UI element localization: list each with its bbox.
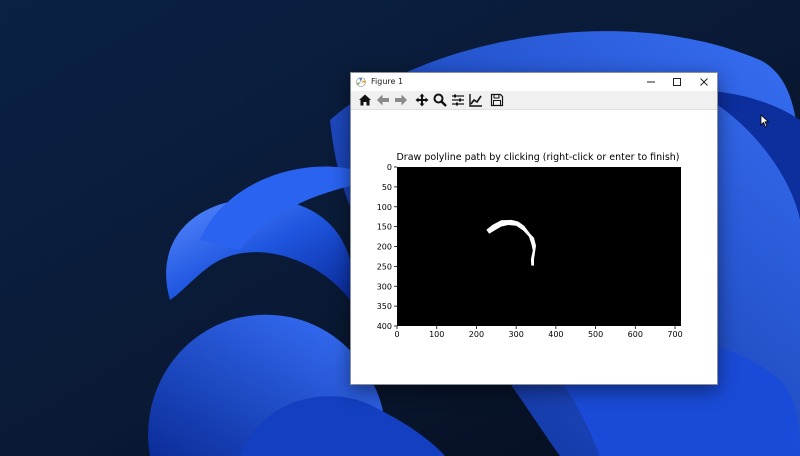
y-tick-label: 100: [377, 203, 392, 212]
pan-button[interactable]: [414, 92, 430, 108]
window-title: Figure 1: [371, 77, 404, 86]
y-axis: 0 50 100 150 200 250 300 350 400: [377, 163, 397, 331]
plot-area[interactable]: [397, 167, 681, 326]
edit-axis-icon: [469, 94, 482, 107]
x-axis: 0 100 200 300 400 500 600 700: [394, 326, 683, 339]
figure-window: Figure 1: [350, 72, 718, 385]
y-tick-label: 250: [377, 262, 392, 271]
minimize-icon: [647, 81, 655, 82]
y-tick-label: 300: [377, 282, 392, 291]
mouse-cursor: [760, 114, 770, 128]
zoom-icon: [433, 93, 447, 107]
close-icon: [700, 77, 708, 86]
forward-button[interactable]: [393, 92, 409, 108]
home-button[interactable]: [357, 92, 373, 108]
save-button[interactable]: [489, 92, 505, 108]
figure-canvas[interactable]: Draw polyline path by clicking (right-cl…: [351, 111, 717, 384]
title-bar[interactable]: Figure 1: [351, 73, 717, 90]
save-icon: [490, 93, 504, 107]
x-tick-label: 500: [588, 330, 603, 339]
configure-subplots-icon: [452, 94, 464, 106]
back-arrow-icon: [377, 94, 389, 106]
matplotlib-app-icon: [356, 76, 366, 87]
configure-subplots-button[interactable]: [450, 92, 466, 108]
chart-title: Draw polyline path by clicking (right-cl…: [396, 152, 679, 163]
minimize-button[interactable]: [638, 73, 664, 90]
pan-icon: [415, 93, 429, 107]
y-tick-label: 50: [382, 183, 392, 192]
edit-axis-button[interactable]: [468, 92, 484, 108]
x-tick-label: 100: [429, 330, 444, 339]
maximize-icon: [673, 77, 681, 86]
close-button[interactable]: [691, 73, 717, 90]
y-tick-label: 150: [377, 223, 392, 232]
navigation-toolbar: [351, 91, 717, 110]
zoom-button[interactable]: [432, 92, 448, 108]
x-tick-label: 600: [628, 330, 643, 339]
home-icon: [359, 94, 371, 106]
x-tick-label: 700: [667, 330, 682, 339]
x-tick-label: 0: [394, 330, 399, 339]
drawn-mask-region: [486, 219, 536, 266]
back-button[interactable]: [375, 92, 391, 108]
y-tick-label: 200: [377, 243, 392, 252]
y-tick-label: 0: [387, 163, 392, 172]
maximize-button[interactable]: [664, 73, 690, 90]
y-tick-label: 350: [377, 302, 392, 311]
y-tick-label: 400: [377, 322, 392, 331]
forward-arrow-icon: [395, 94, 407, 106]
x-tick-label: 400: [548, 330, 563, 339]
x-tick-label: 300: [509, 330, 524, 339]
x-tick-label: 200: [469, 330, 484, 339]
